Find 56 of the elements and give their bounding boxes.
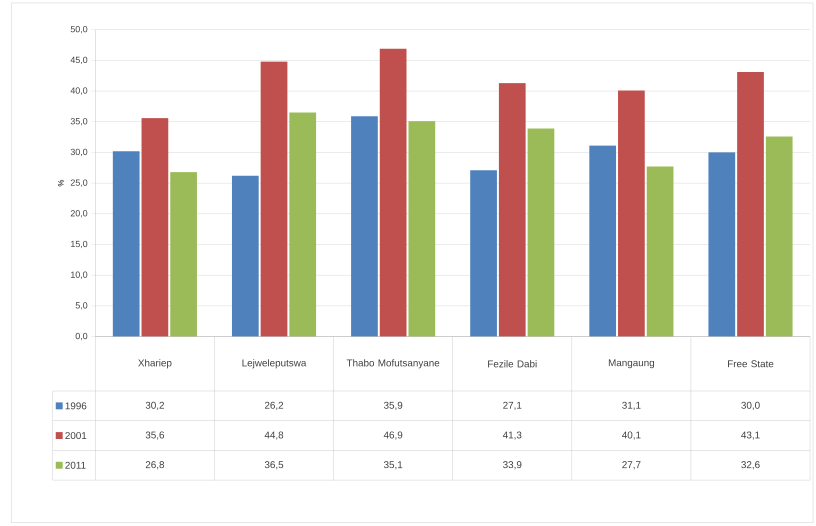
- bar: [289, 112, 316, 337]
- data-label: 35,6: [146, 432, 164, 440]
- bar: [470, 170, 497, 337]
- y-tick-label: 30,0: [70, 148, 88, 156]
- data-label: 31,1: [622, 402, 641, 410]
- y-tick-label: 0,0: [76, 333, 88, 340]
- x-tick-label: Lejweleputswa: [242, 359, 306, 369]
- data-label: 40,1: [622, 432, 641, 440]
- y-tick-label: 25,0: [70, 180, 88, 187]
- x-tick-label: Mangaung: [608, 360, 654, 368]
- bar: [646, 166, 674, 337]
- y-tick-label: 35,0: [70, 118, 88, 126]
- data-label: 30,0: [741, 402, 760, 410]
- y-tick-label: 45,0: [70, 56, 88, 64]
- data-label: 35,9: [384, 402, 402, 410]
- y-tick-label: 10,0: [71, 272, 88, 280]
- bar: [589, 146, 616, 337]
- legend-label: 2001: [65, 432, 86, 440]
- data-label: 36,5: [264, 461, 284, 470]
- bar: [260, 62, 288, 337]
- data-label: 35,1: [384, 461, 402, 470]
- data-label: 44,8: [264, 432, 284, 440]
- y-tick-label: 5,0: [76, 302, 88, 310]
- bar: [142, 118, 168, 337]
- bar: [232, 176, 259, 337]
- bar: [380, 48, 407, 337]
- x-tick-label: Xhariep: [138, 359, 172, 369]
- data-label: 27,1: [503, 402, 522, 410]
- data-label: 41,3: [502, 432, 522, 440]
- y-tick-label: 50,0: [70, 26, 88, 34]
- legend-label: 1996: [66, 402, 86, 410]
- data-label: 27,7: [622, 461, 640, 470]
- bar: [618, 90, 645, 337]
- legend-label: 2011: [65, 462, 86, 469]
- bar: [708, 152, 736, 337]
- bar: [528, 128, 554, 337]
- data-label: 46,9: [384, 432, 402, 440]
- y-tick-label: 20,0: [70, 210, 88, 218]
- bar: [112, 151, 140, 337]
- bar: [408, 121, 436, 337]
- data-label: 43,1: [741, 432, 760, 440]
- y-tick-label: 40,0: [70, 88, 88, 95]
- bar: [498, 83, 526, 337]
- data-label: 26,2: [264, 402, 284, 410]
- data-label: 33,9: [503, 461, 522, 470]
- y-tick-label: 15,0: [71, 241, 88, 248]
- x-tick-label: Free State: [728, 360, 774, 368]
- data-label: 30,2: [146, 402, 164, 410]
- bar: [737, 72, 764, 337]
- x-tick-label: Thabo Mofutsanyane: [346, 359, 440, 369]
- data-label: 26,8: [146, 461, 164, 470]
- bar: [170, 172, 197, 337]
- data-label: 32,6: [741, 461, 760, 470]
- bar: [766, 136, 793, 337]
- bar: [351, 116, 378, 337]
- x-tick-label: Fezile Dabi: [488, 360, 537, 368]
